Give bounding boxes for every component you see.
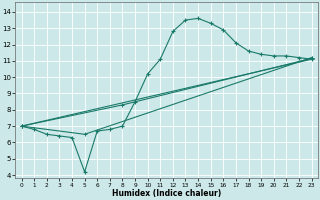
- X-axis label: Humidex (Indice chaleur): Humidex (Indice chaleur): [112, 189, 221, 198]
